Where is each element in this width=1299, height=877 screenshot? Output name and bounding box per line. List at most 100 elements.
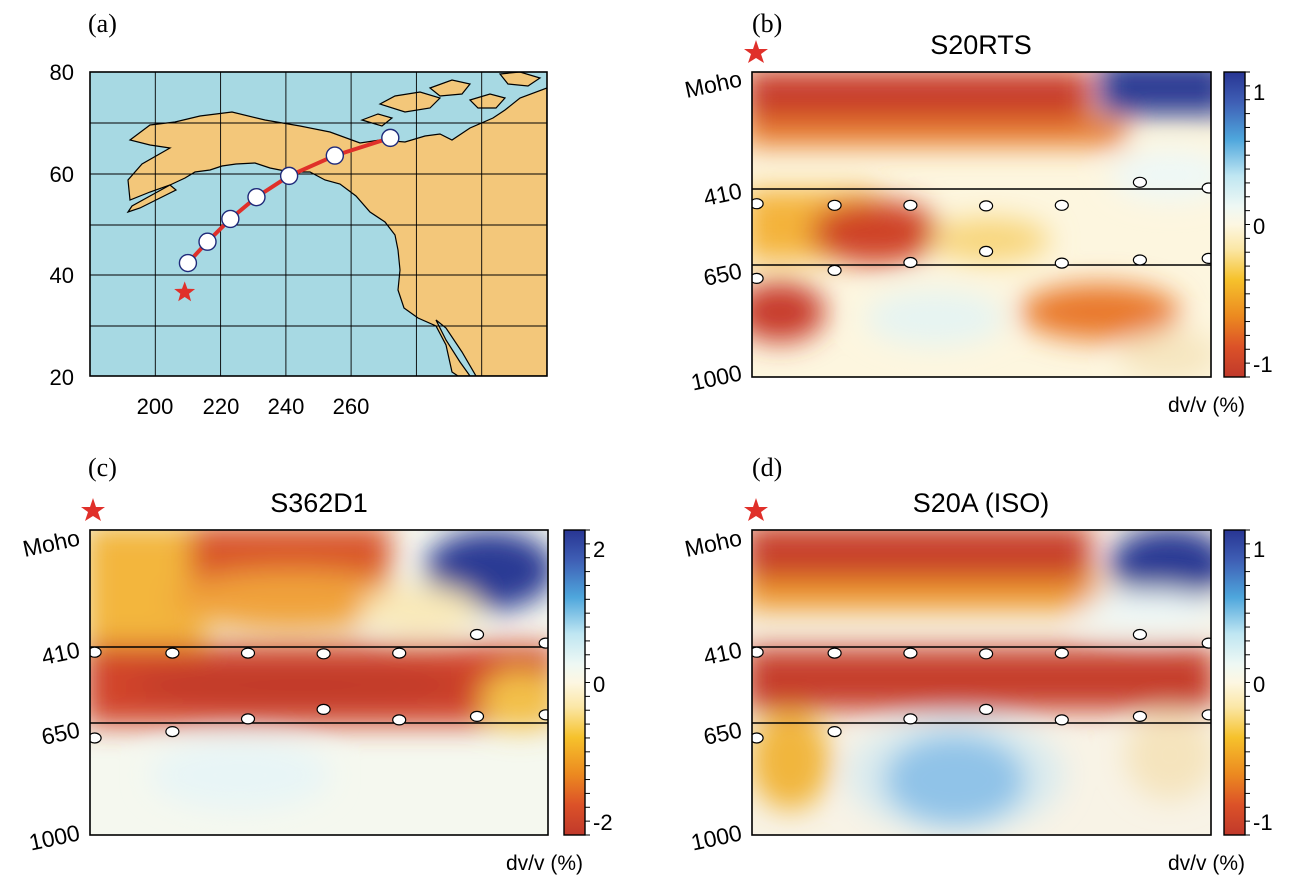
station-dots [90, 628, 548, 744]
station-dot [827, 725, 842, 738]
depth-label: 650 [39, 716, 82, 749]
station-dot [903, 713, 918, 725]
panel-b: (b) S20RTS Moho 41 [682, 9, 1272, 417]
heatmap-d [752, 530, 1211, 835]
station-dot [90, 732, 102, 744]
stations [178, 128, 400, 273]
station-dots [752, 628, 1211, 744]
station-dot [90, 646, 102, 658]
colorbar-c: 2 0 -2 dv/v (%) [506, 529, 613, 875]
station-dot [1054, 714, 1069, 726]
station-dot [538, 637, 548, 649]
x-tick: 220 [203, 394, 240, 419]
station-dot [392, 647, 407, 659]
depth-label: Moho [682, 524, 744, 561]
x-tick: 240 [268, 394, 305, 419]
depth-label: 410 [39, 636, 82, 669]
station-dot [1201, 252, 1211, 264]
map-gridlines [90, 72, 547, 376]
station-dot [752, 198, 764, 210]
depth-label: 1000 [27, 819, 82, 855]
panel-label-c: (c) [88, 453, 117, 482]
station-dot [827, 199, 842, 211]
station-dot [469, 710, 485, 723]
event-star-icon [744, 498, 768, 521]
event-star-icon [81, 498, 105, 521]
station-dot [978, 200, 994, 212]
station-marker [279, 166, 299, 186]
station-dot [538, 709, 548, 721]
station-marker [325, 146, 345, 165]
panel-c: (c) S362D1 Moho 410 650 [20, 453, 612, 875]
station-dot [1201, 182, 1211, 194]
station-dot [978, 245, 994, 257]
station-dot [1132, 254, 1148, 266]
station-marker [247, 187, 266, 207]
colorbar-tick: 0 [1253, 672, 1265, 697]
depth-label: 650 [701, 257, 744, 290]
station-dot [165, 647, 180, 659]
station-dot [1201, 637, 1211, 649]
station-dot [240, 713, 256, 725]
panel-a: (a) [50, 9, 548, 419]
event-star-icon [174, 281, 196, 302]
station-dot [165, 725, 180, 738]
station-marker [198, 232, 217, 251]
colorbar-tick: 0 [1253, 214, 1265, 239]
station-dot [1132, 176, 1148, 188]
station-dot [903, 647, 918, 659]
station-dot [1054, 257, 1069, 269]
station-dot [1054, 647, 1069, 659]
colorbar-label: dv/v (%) [1168, 852, 1245, 875]
depth-label: 410 [701, 177, 744, 210]
panel-label-b: (b) [752, 9, 782, 38]
colorbar-tick: -1 [1253, 352, 1273, 377]
depth-label: Moho [682, 65, 744, 102]
station-dot [978, 703, 994, 716]
colorbar-tick: 0 [593, 672, 605, 697]
station-dot [1201, 709, 1211, 721]
colorbar-tick: 1 [1253, 80, 1265, 105]
station-dot [752, 646, 764, 658]
panel-title-c: S362D1 [270, 488, 368, 518]
event-star-icon [744, 40, 768, 63]
x-tick: 260 [333, 394, 370, 419]
heatmap-b [752, 72, 1211, 377]
depth-labels: Moho 410 650 1000 [20, 524, 82, 855]
station-dot [978, 648, 994, 660]
heatmap-frame [89, 529, 549, 836]
colorbar-tick: -1 [1253, 810, 1273, 835]
station-dot [903, 256, 918, 269]
panel-label-a: (a) [88, 9, 117, 38]
panel-label-d: (d) [752, 453, 782, 482]
map-frame [89, 71, 548, 377]
station-dot [1132, 628, 1148, 641]
colorbar-tick: -2 [593, 810, 613, 835]
colorbar-label: dv/v (%) [1168, 394, 1245, 417]
panel-d: (d) S20A (ISO) Moho 410 650 [682, 453, 1272, 875]
colorbar-b: 1 0 -1 dv/v (%) [1168, 71, 1273, 417]
depth-label: Moho [20, 524, 82, 561]
y-tick: 80 [50, 60, 74, 85]
station-dot [1054, 199, 1069, 211]
panel-title-d: S20A (ISO) [913, 488, 1050, 518]
y-tick: 40 [50, 263, 74, 288]
map-x-ticks: 200 220 240 260 [137, 394, 370, 419]
heatmap-frame [751, 71, 1212, 378]
station-dot [316, 648, 331, 660]
heatmap-frame [751, 529, 1212, 836]
panel-title-b: S20RTS [930, 30, 1032, 60]
station-dot [1132, 710, 1148, 723]
station-marker [381, 128, 400, 148]
depth-label: 650 [701, 716, 744, 749]
depth-labels: Moho 410 650 1000 [682, 65, 744, 395]
x-tick: 200 [137, 394, 174, 419]
station-dot [903, 199, 918, 211]
land-arctic-islands [360, 72, 542, 127]
colorbar-label: dv/v (%) [506, 852, 583, 875]
station-dot [827, 264, 842, 276]
map-y-ticks: 80 60 40 20 [50, 60, 74, 390]
y-tick: 20 [50, 365, 74, 390]
station-dot [469, 628, 485, 641]
